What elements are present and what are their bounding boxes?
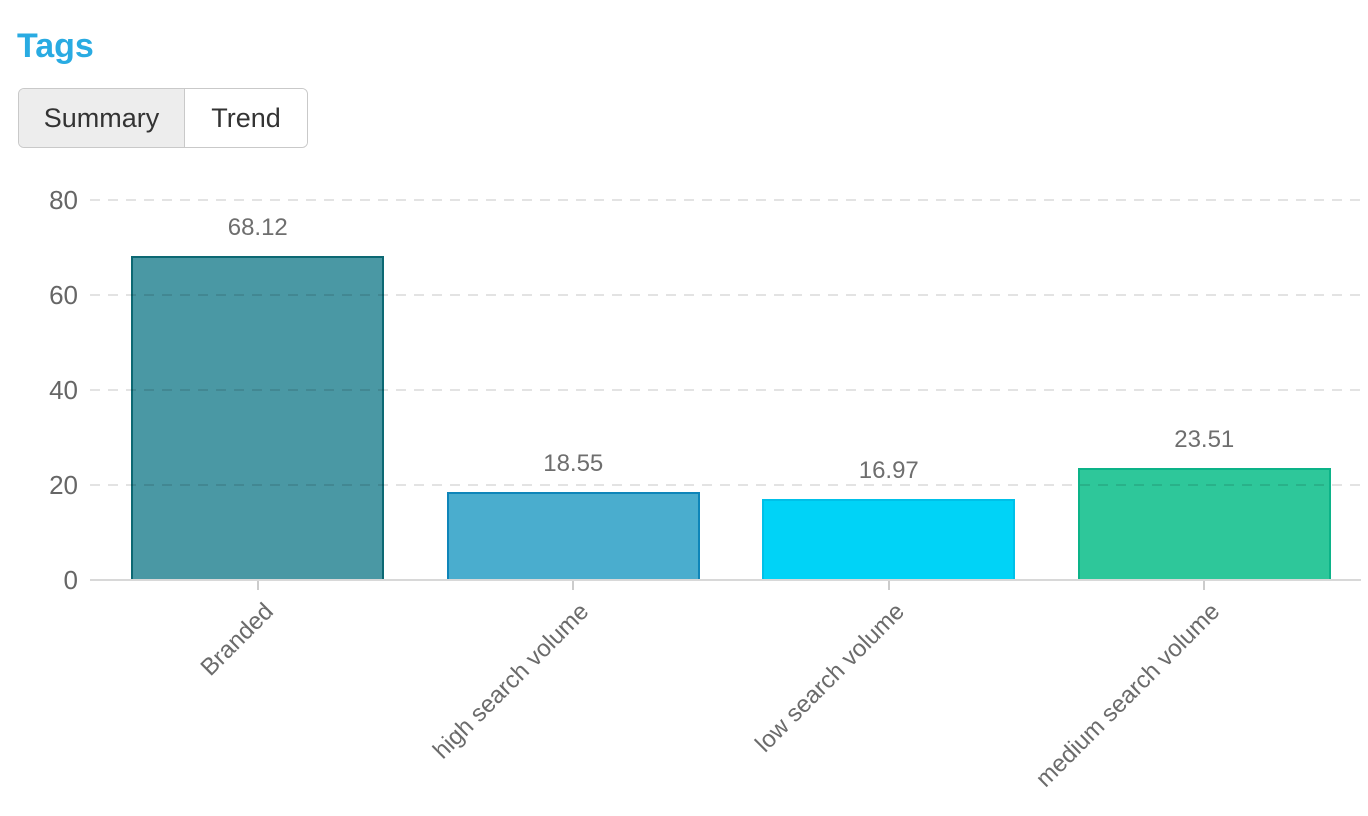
y-axis-label: 0 bbox=[63, 565, 78, 595]
x-axis-line bbox=[90, 579, 1361, 581]
bar-value-label: 68.12 bbox=[227, 214, 288, 242]
bar-1 bbox=[131, 256, 385, 580]
x-tick-mark bbox=[572, 580, 575, 590]
x-axis-label: Branded bbox=[195, 598, 279, 682]
x-tick-mark bbox=[256, 580, 259, 590]
view-toggle: Summary Trend bbox=[18, 88, 308, 148]
x-tick-mark bbox=[1203, 580, 1206, 590]
x-axis-label: medium search volume bbox=[1030, 598, 1226, 793]
bar-3 bbox=[762, 499, 1016, 580]
tab-summary[interactable]: Summary bbox=[19, 89, 185, 147]
y-axis-label: 40 bbox=[49, 375, 78, 405]
bar-4 bbox=[1077, 468, 1331, 580]
x-tick-mark bbox=[887, 580, 890, 590]
page-title: Tags bbox=[17, 27, 94, 65]
gridline bbox=[90, 484, 1361, 486]
x-axis-label: low search volume bbox=[750, 598, 910, 758]
gridline bbox=[90, 389, 1361, 391]
bar-value-label: 18.55 bbox=[543, 449, 604, 477]
gridline bbox=[90, 294, 1361, 296]
y-axis-label: 20 bbox=[49, 470, 78, 500]
bar-value-label: 23.51 bbox=[1174, 426, 1235, 454]
gridline bbox=[90, 199, 1361, 201]
bar-value-label: 16.97 bbox=[858, 457, 919, 485]
bar-2 bbox=[446, 491, 700, 580]
y-axis-label: 60 bbox=[49, 280, 78, 310]
y-axis-label: 80 bbox=[49, 185, 78, 215]
tab-trend[interactable]: Trend bbox=[185, 89, 307, 147]
x-axis-label: high search volume bbox=[428, 598, 595, 765]
